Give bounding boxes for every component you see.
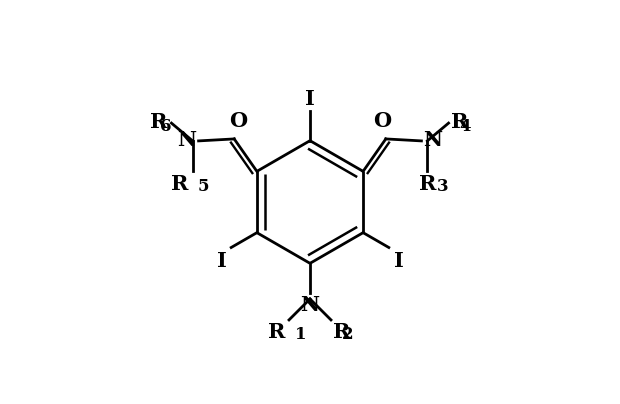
Text: 1: 1 xyxy=(295,326,307,343)
Text: 3: 3 xyxy=(437,178,448,195)
Text: N: N xyxy=(177,130,197,150)
Text: N: N xyxy=(301,295,319,315)
Text: R: R xyxy=(333,322,350,342)
Text: R: R xyxy=(171,174,188,194)
Text: 6: 6 xyxy=(159,118,171,135)
Text: I: I xyxy=(216,250,226,271)
Text: N: N xyxy=(423,130,443,150)
Text: R: R xyxy=(451,112,468,132)
Text: O: O xyxy=(373,111,391,131)
Text: 2: 2 xyxy=(342,326,353,343)
Text: R: R xyxy=(268,322,286,342)
Text: O: O xyxy=(229,111,247,131)
Text: 4: 4 xyxy=(459,118,471,135)
Text: 5: 5 xyxy=(198,178,210,195)
Text: R: R xyxy=(149,112,167,132)
Text: I: I xyxy=(305,89,315,109)
Text: I: I xyxy=(394,250,404,271)
Text: R: R xyxy=(418,174,436,194)
